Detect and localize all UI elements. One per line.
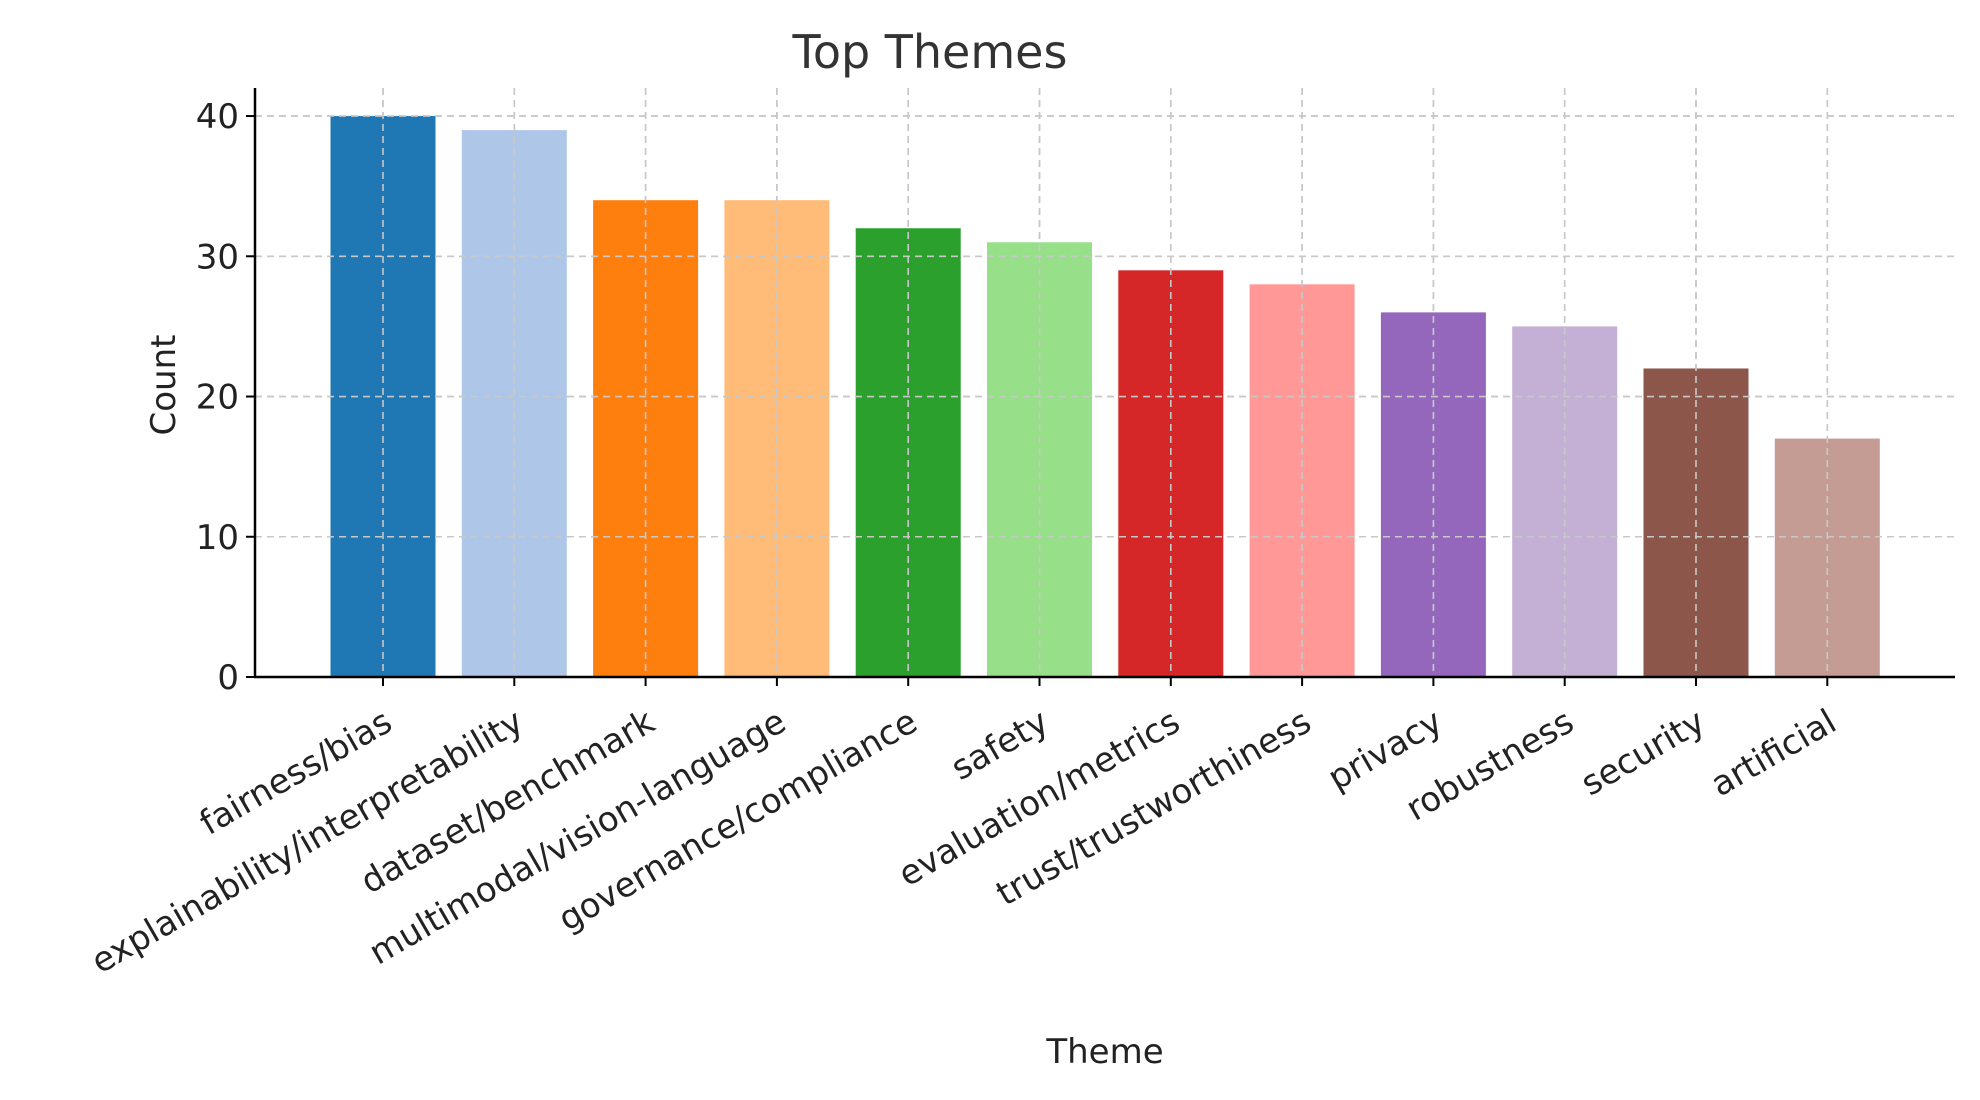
x-tick-label: security [1574,702,1712,805]
y-axis-label: Count [144,335,184,436]
bars-layer [255,88,1955,678]
x-axis-label: Theme [1045,1032,1163,1072]
chart-title: Top Themes [792,25,1068,79]
y-tick-label: 10 [196,518,239,558]
y-tick-label: 0 [217,658,239,698]
y-tick-label: 40 [196,97,239,137]
axes-layer [246,88,1955,686]
y-tick-label: 20 [196,378,239,418]
bar-8 [1249,284,1355,677]
x-tick-label: artificial [1704,702,1843,805]
y-tick-label: 30 [196,237,239,277]
